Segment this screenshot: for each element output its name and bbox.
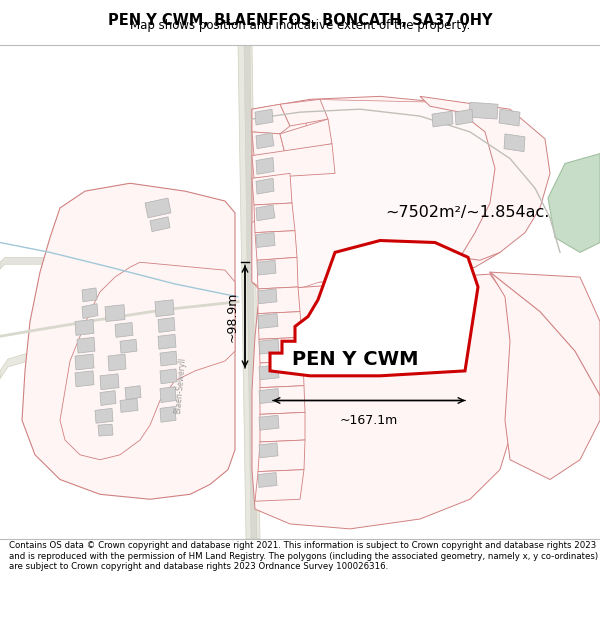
Polygon shape xyxy=(75,319,94,336)
Polygon shape xyxy=(160,369,177,384)
Polygon shape xyxy=(254,203,295,232)
Polygon shape xyxy=(260,361,304,388)
Polygon shape xyxy=(160,406,176,422)
Polygon shape xyxy=(280,99,328,126)
Polygon shape xyxy=(255,109,273,125)
Polygon shape xyxy=(548,154,600,252)
Polygon shape xyxy=(258,287,300,314)
Polygon shape xyxy=(244,45,257,539)
Polygon shape xyxy=(260,412,305,442)
Polygon shape xyxy=(82,304,98,319)
Polygon shape xyxy=(125,386,141,399)
Polygon shape xyxy=(95,408,113,423)
Polygon shape xyxy=(490,272,600,479)
Polygon shape xyxy=(75,371,94,387)
Polygon shape xyxy=(270,241,478,376)
Polygon shape xyxy=(158,334,176,349)
Polygon shape xyxy=(257,258,298,289)
Polygon shape xyxy=(252,274,520,529)
Polygon shape xyxy=(98,424,113,436)
Polygon shape xyxy=(160,387,176,402)
Polygon shape xyxy=(82,288,97,302)
Polygon shape xyxy=(75,354,94,370)
Polygon shape xyxy=(260,386,305,414)
Text: ~167.1m: ~167.1m xyxy=(340,414,398,428)
Polygon shape xyxy=(238,45,260,539)
Text: PEN Y CWM, BLAENFFOS, BONCATH, SA37 0HY: PEN Y CWM, BLAENFFOS, BONCATH, SA37 0HY xyxy=(108,12,492,28)
Polygon shape xyxy=(256,205,275,221)
Polygon shape xyxy=(256,232,275,248)
Polygon shape xyxy=(258,312,302,339)
Polygon shape xyxy=(158,318,175,332)
Polygon shape xyxy=(257,260,276,275)
Polygon shape xyxy=(255,469,304,501)
Polygon shape xyxy=(259,443,278,458)
Polygon shape xyxy=(259,338,303,363)
Polygon shape xyxy=(120,399,138,412)
Polygon shape xyxy=(252,96,530,290)
Polygon shape xyxy=(252,99,510,290)
Text: ~7502m²/~1.854ac.: ~7502m²/~1.854ac. xyxy=(385,206,550,221)
Polygon shape xyxy=(150,217,170,232)
Polygon shape xyxy=(256,133,274,149)
Polygon shape xyxy=(120,339,137,353)
Polygon shape xyxy=(280,119,332,154)
Polygon shape xyxy=(258,472,277,488)
Polygon shape xyxy=(259,415,279,430)
Polygon shape xyxy=(258,314,278,328)
Polygon shape xyxy=(258,289,277,304)
Polygon shape xyxy=(115,322,133,338)
Text: PEN Y CWM: PEN Y CWM xyxy=(292,349,418,369)
Polygon shape xyxy=(255,231,297,260)
Polygon shape xyxy=(60,262,235,460)
Polygon shape xyxy=(259,365,279,380)
Polygon shape xyxy=(455,109,473,125)
Polygon shape xyxy=(105,305,125,321)
Polygon shape xyxy=(420,96,550,260)
Text: Map shows position and indicative extent of the property.: Map shows position and indicative extent… xyxy=(130,19,470,32)
Text: ~98.9m: ~98.9m xyxy=(226,291,239,342)
Polygon shape xyxy=(0,300,235,379)
Polygon shape xyxy=(108,354,126,371)
Polygon shape xyxy=(256,178,274,194)
Polygon shape xyxy=(22,183,235,499)
Polygon shape xyxy=(252,173,292,205)
Polygon shape xyxy=(160,351,177,366)
Polygon shape xyxy=(0,258,235,297)
Polygon shape xyxy=(259,339,279,354)
Polygon shape xyxy=(252,144,335,178)
Polygon shape xyxy=(100,374,119,389)
Polygon shape xyxy=(145,198,171,217)
Polygon shape xyxy=(100,391,116,406)
Polygon shape xyxy=(469,102,498,119)
Polygon shape xyxy=(432,111,453,127)
Text: Contains OS data © Crown copyright and database right 2021. This information is : Contains OS data © Crown copyright and d… xyxy=(9,541,598,571)
Polygon shape xyxy=(499,109,520,126)
Text: Blaen-Seweryll: Blaen-Seweryll xyxy=(173,357,187,414)
Polygon shape xyxy=(252,104,290,134)
Polygon shape xyxy=(258,440,305,472)
Polygon shape xyxy=(77,338,95,353)
Polygon shape xyxy=(256,158,274,174)
Polygon shape xyxy=(155,300,174,316)
Polygon shape xyxy=(504,134,525,152)
Polygon shape xyxy=(259,389,279,404)
Polygon shape xyxy=(252,132,285,156)
